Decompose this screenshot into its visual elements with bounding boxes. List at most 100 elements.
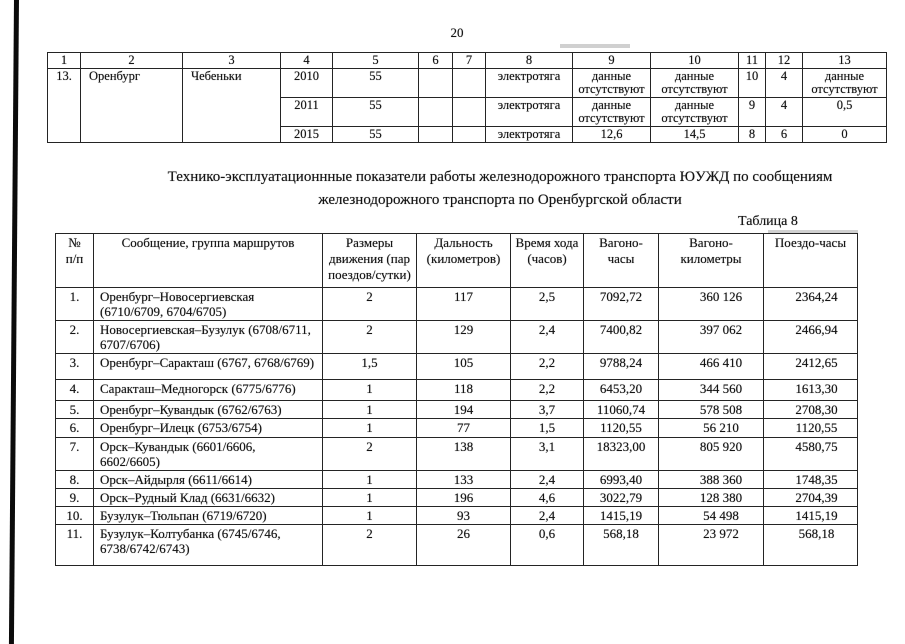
origin-cell: Оренбург	[80, 68, 183, 143]
cell-route: Саракташ–Медногорск (6775/6776)	[93, 379, 323, 401]
col-number: 5	[332, 52, 419, 69]
cell: 194	[416, 400, 511, 419]
cell-route: Бузулук–Колтубанка (6745/6746, 6738/6742…	[93, 524, 323, 566]
cell: 1,5	[510, 418, 584, 438]
cell: 9788,24	[583, 353, 659, 380]
scan-edge-artifact	[8, 0, 19, 644]
cell: 2	[322, 320, 417, 354]
header-car-kilometers: Вагоно- километры	[658, 233, 764, 288]
cell: 1415,19	[763, 506, 858, 525]
cell-route: Орск–Рудный Клад (6631/6632)	[93, 488, 323, 507]
cell: 55	[332, 68, 419, 98]
cell: данные отсутствуют	[650, 68, 739, 98]
cell: 1748,35	[763, 470, 858, 489]
cell-route: Орск–Айдырля (6611/6614)	[93, 470, 323, 489]
table-row: 5. Оренбург–Кувандык (6762/6763) 1 194 3…	[55, 400, 858, 419]
cell: 2,4	[510, 320, 584, 354]
cell: 23 972	[658, 524, 764, 566]
cell: 2704,39	[763, 488, 858, 507]
cell: 1	[322, 506, 417, 525]
cell: 1,5	[322, 353, 417, 380]
cell: 1613,30	[763, 379, 858, 401]
cell: 18323,00	[583, 437, 659, 471]
cell: 2364,24	[763, 287, 858, 321]
cell: 14,5	[650, 126, 739, 143]
table-row: 10. Бузулук–Тюльпан (6719/6720) 1 93 2,4…	[55, 506, 858, 525]
cell-num: 7.	[55, 437, 94, 471]
header-travel-time: Время хода (часов)	[510, 233, 584, 288]
cell: 6993,40	[583, 470, 659, 489]
table-row: 2011 55 электротяга данные отсутствуют д…	[48, 97, 887, 127]
header-num: № п/п	[55, 233, 94, 288]
col-number: 13	[802, 52, 887, 69]
cell: 2412,65	[763, 353, 858, 380]
cell: 0,5	[802, 97, 887, 127]
cell-route: Орск–Кувандык (6601/6606, 6602/6605)	[93, 437, 323, 471]
cell: 12,6	[572, 126, 651, 143]
cell: 1120,55	[583, 418, 659, 438]
table-row: 11. Бузулук–Колтубанка (6745/6746, 6738/…	[55, 524, 858, 566]
cell	[452, 126, 486, 143]
cell: 117	[416, 287, 511, 321]
title-line-1: Технико-эксплуатационнные показатели раб…	[167, 169, 833, 185]
cell: электротяга	[485, 68, 573, 98]
cell: 133	[416, 470, 511, 489]
cell: 129	[416, 320, 511, 354]
cell-route: Оренбург–Илецк (6753/6754)	[93, 418, 323, 438]
cell-num: 9.	[55, 488, 94, 507]
header-train-pairs: Размеры движения (пар поездов/сутки)	[322, 233, 417, 288]
cell: 2	[322, 524, 417, 566]
cell: 6	[765, 126, 803, 143]
cell-route: Бузулук–Тюльпан (6719/6720)	[93, 506, 323, 525]
col-number: 1	[47, 52, 81, 69]
cell: 56 210	[658, 418, 764, 438]
cell: 1415,19	[583, 506, 659, 525]
cell: 196	[416, 488, 511, 507]
cell: 2708,30	[763, 400, 858, 419]
page-number: 20	[450, 25, 464, 40]
cell: 55	[332, 126, 419, 143]
cell: 93	[416, 506, 511, 525]
col-number: 6	[418, 52, 453, 69]
table-number-label: Таблица 8	[738, 214, 798, 229]
destination-cell: Чебеньки	[182, 68, 281, 143]
table-row: 4. Саракташ–Медногорск (6775/6776) 1 118…	[55, 379, 858, 401]
table-row: 6. Оренбург–Илецк (6753/6754) 1 77 1,5 1…	[55, 418, 858, 438]
main-table: № п/п Сообщение, группа маршрутов Размер…	[55, 233, 858, 566]
cell-num: 4.	[55, 379, 94, 401]
header-train-hours: Поездо-часы	[763, 233, 858, 288]
cell: 55	[332, 97, 419, 127]
cell: 360 126	[658, 287, 764, 321]
cell: 578 508	[658, 400, 764, 419]
col-number: 11	[738, 52, 766, 69]
cell: 4,6	[510, 488, 584, 507]
cell: электротяга	[485, 97, 573, 127]
cell: 10	[738, 68, 766, 98]
header-row: № п/п Сообщение, группа маршрутов Размер…	[55, 233, 858, 288]
cell-num: 8.	[55, 470, 94, 489]
cell: 3,7	[510, 400, 584, 419]
cell: 7400,82	[583, 320, 659, 354]
cell	[452, 97, 486, 127]
document-title: Технико-эксплуатационнные показатели раб…	[130, 166, 870, 211]
cell-num: 11.	[55, 524, 94, 566]
cell: 3,1	[510, 437, 584, 471]
cell-route: Оренбург–Новосергиевская (6710/6709, 670…	[93, 287, 323, 321]
cell: 11060,74	[583, 400, 659, 419]
cell: 466 410	[658, 353, 764, 380]
cell-num: 10.	[55, 506, 94, 525]
col-number: 12	[765, 52, 803, 69]
row-index-cell: 13.	[47, 68, 81, 143]
cell: 4	[765, 97, 803, 127]
cell: 3022,79	[583, 488, 659, 507]
cell: данные отсутствуют	[572, 97, 651, 127]
scan-smudge	[768, 230, 858, 233]
cell: 568,18	[583, 524, 659, 566]
table-row: 7. Орск–Кувандык (6601/6606, 6602/6605) …	[55, 437, 858, 471]
cell: 77	[416, 418, 511, 438]
col-number: 8	[485, 52, 573, 69]
column-number-row: 1 2 3 4 5 6 7 8 9 10 11 12 13	[47, 52, 887, 69]
cell: электротяга	[485, 126, 573, 143]
cell-num: 2.	[55, 320, 94, 354]
cell: 1	[322, 400, 417, 419]
